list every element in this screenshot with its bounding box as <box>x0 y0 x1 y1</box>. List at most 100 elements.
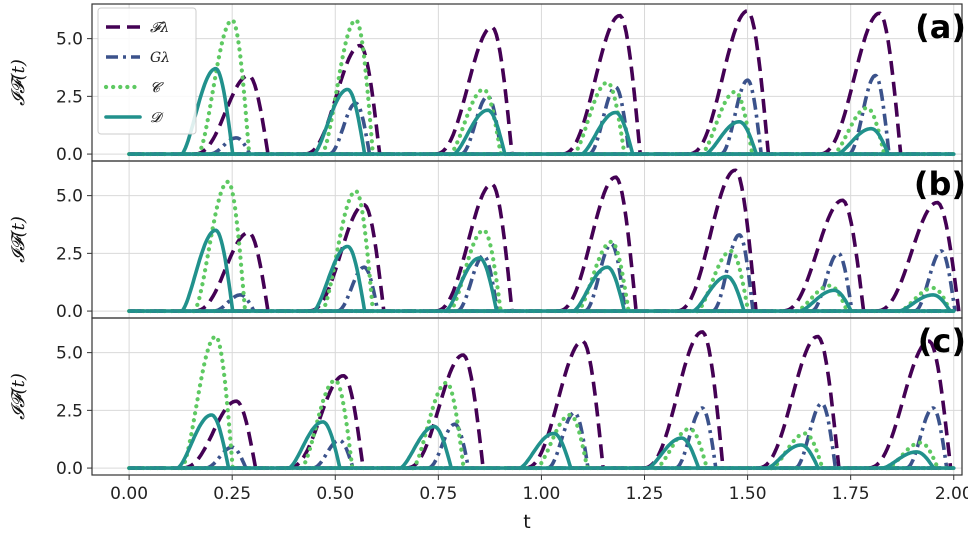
x-tick-label: 1.75 <box>832 484 870 504</box>
x-tick-label: 0.25 <box>213 484 251 504</box>
series-F-peak-0 <box>180 399 258 470</box>
series-F-peak-5 <box>756 334 841 470</box>
series-D-peak-1 <box>287 420 342 470</box>
series-F-peak-1 <box>302 43 382 156</box>
series-F-peak-5 <box>817 11 903 156</box>
series-F-peak-2 <box>404 353 485 470</box>
series-C-peak-6 <box>884 440 940 471</box>
x-axis: 0.00 0.25 0.50 0.75 1.00 1.25 1.50 1.75 2.00 <box>110 475 968 504</box>
y-tick-label: 5.0 <box>56 187 83 207</box>
x-tick-label: 1.00 <box>523 484 561 504</box>
series-D-peak-6 <box>897 293 952 313</box>
y-axis-label: 𝓘𝓕(t) <box>8 373 29 420</box>
series-G-peak-3 <box>583 242 627 313</box>
y-axis-label: 𝓘𝓕(t) <box>8 59 29 106</box>
series-G-peak-4 <box>674 406 718 470</box>
series-C-peak-0 <box>196 18 252 157</box>
legend-label-G: Gλ <box>150 50 170 66</box>
series-F-peak-0 <box>192 73 270 156</box>
panel-3: 0.0 2.5 5.0 𝓘𝓕(t) (c) <box>8 317 966 479</box>
series-D-peak-4 <box>703 120 759 156</box>
series-D-peak-6 <box>880 450 936 470</box>
panel-label: (a) <box>915 8 966 46</box>
y-axis-label: 𝓘𝓕(t) <box>8 216 29 263</box>
series-D-peak-2 <box>451 108 507 156</box>
series-C-peak-5 <box>830 105 887 157</box>
series-F-peak-6 <box>874 200 961 313</box>
series-D-peak-3 <box>517 431 573 470</box>
y-tick-label: 2.5 <box>56 401 83 421</box>
series-G-peak-5 <box>793 401 838 470</box>
series-D-peak-4 <box>645 436 701 470</box>
series-D-peak-2 <box>398 424 454 470</box>
series-F-peak-2 <box>433 182 514 313</box>
legend-box <box>97 7 197 135</box>
series-C-peak-4 <box>699 89 755 157</box>
y-tick-label: 5.0 <box>56 344 83 364</box>
series-C-peak-4 <box>653 426 710 471</box>
x-tick-label: 1.25 <box>626 484 664 504</box>
x-tick-label: 1.50 <box>729 484 767 504</box>
x-tick-label: 0.50 <box>316 484 354 504</box>
series-D-peak-3 <box>571 265 627 313</box>
series-C-peak-3 <box>534 412 590 471</box>
series-D-peak-5 <box>765 443 821 470</box>
series-C-peak-3 <box>571 80 627 157</box>
y-tick-label: 0.0 <box>56 145 83 165</box>
series-G-peak-2 <box>426 422 471 470</box>
x-tick-label: 2.00 <box>935 484 968 504</box>
legend-label-F: 𝓕λ <box>150 20 169 36</box>
series-F-peak-4 <box>641 330 725 470</box>
y-tick-label: 0.0 <box>56 302 83 322</box>
series-G-peak-6 <box>905 406 949 470</box>
series-G-peak-3 <box>546 410 590 470</box>
series-G-peak-2 <box>459 94 504 156</box>
series-F-peak-4 <box>687 9 771 156</box>
series-G-peak-3 <box>587 85 632 156</box>
series-C-peak-5 <box>769 431 825 471</box>
y-tick-label: 5.0 <box>56 30 83 50</box>
series-F-peak-6 <box>866 339 953 470</box>
series-G-peak-5 <box>847 73 891 156</box>
series-C-peak-1 <box>319 18 375 157</box>
series-F-peak-5 <box>780 198 866 313</box>
series-D-peak-0 <box>179 228 235 313</box>
series-C-peak-2 <box>410 380 466 471</box>
x-tick-label: 0.75 <box>419 484 457 504</box>
series-G-peak-0 <box>212 293 256 313</box>
series-G-peak-6 <box>913 249 957 313</box>
legend-label-D: 𝓓 <box>150 110 164 126</box>
panel-label: (c) <box>918 322 966 360</box>
series-D-peak-5 <box>798 288 854 313</box>
series-D-peak-1 <box>311 87 367 156</box>
series-F-peak-3 <box>560 13 642 156</box>
series-F-peak-1 <box>306 203 386 313</box>
series-C-peak-0 <box>191 179 248 314</box>
series-G-peak-5 <box>810 251 854 313</box>
series-D-peak-0 <box>175 413 231 470</box>
series-C-peak-0 <box>179 334 235 471</box>
series-C-peak-2 <box>447 228 503 314</box>
series-D-peak-5 <box>835 126 891 156</box>
y-tick-label: 2.5 <box>56 87 83 107</box>
series-C-peak-1 <box>319 189 375 314</box>
series-D-peak-4 <box>691 274 746 313</box>
series-D-peak-2 <box>443 256 499 313</box>
series-G-peak-2 <box>455 253 500 313</box>
panel-frame <box>91 317 963 476</box>
panel-label: (b) <box>914 165 966 203</box>
x-axis-label: t <box>523 511 530 533</box>
panels: 0.02.55.0𝓘𝓕(t)(a)𝓕λGλ𝓒𝓓0.02.55.0𝓘𝓕(t)(b)… <box>8 3 966 479</box>
series-F-peak-1 <box>286 373 365 470</box>
series-D-peak-1 <box>311 244 367 313</box>
series-D-peak-3 <box>579 110 635 156</box>
y-tick-label: 0.0 <box>56 459 83 479</box>
series-C-peak-1 <box>299 378 355 471</box>
y-tick-label: 2.5 <box>56 244 83 264</box>
series-G-peak-4 <box>719 78 763 156</box>
x-tick-label: 0.00 <box>110 484 148 504</box>
series-C-peak-2 <box>447 87 503 157</box>
